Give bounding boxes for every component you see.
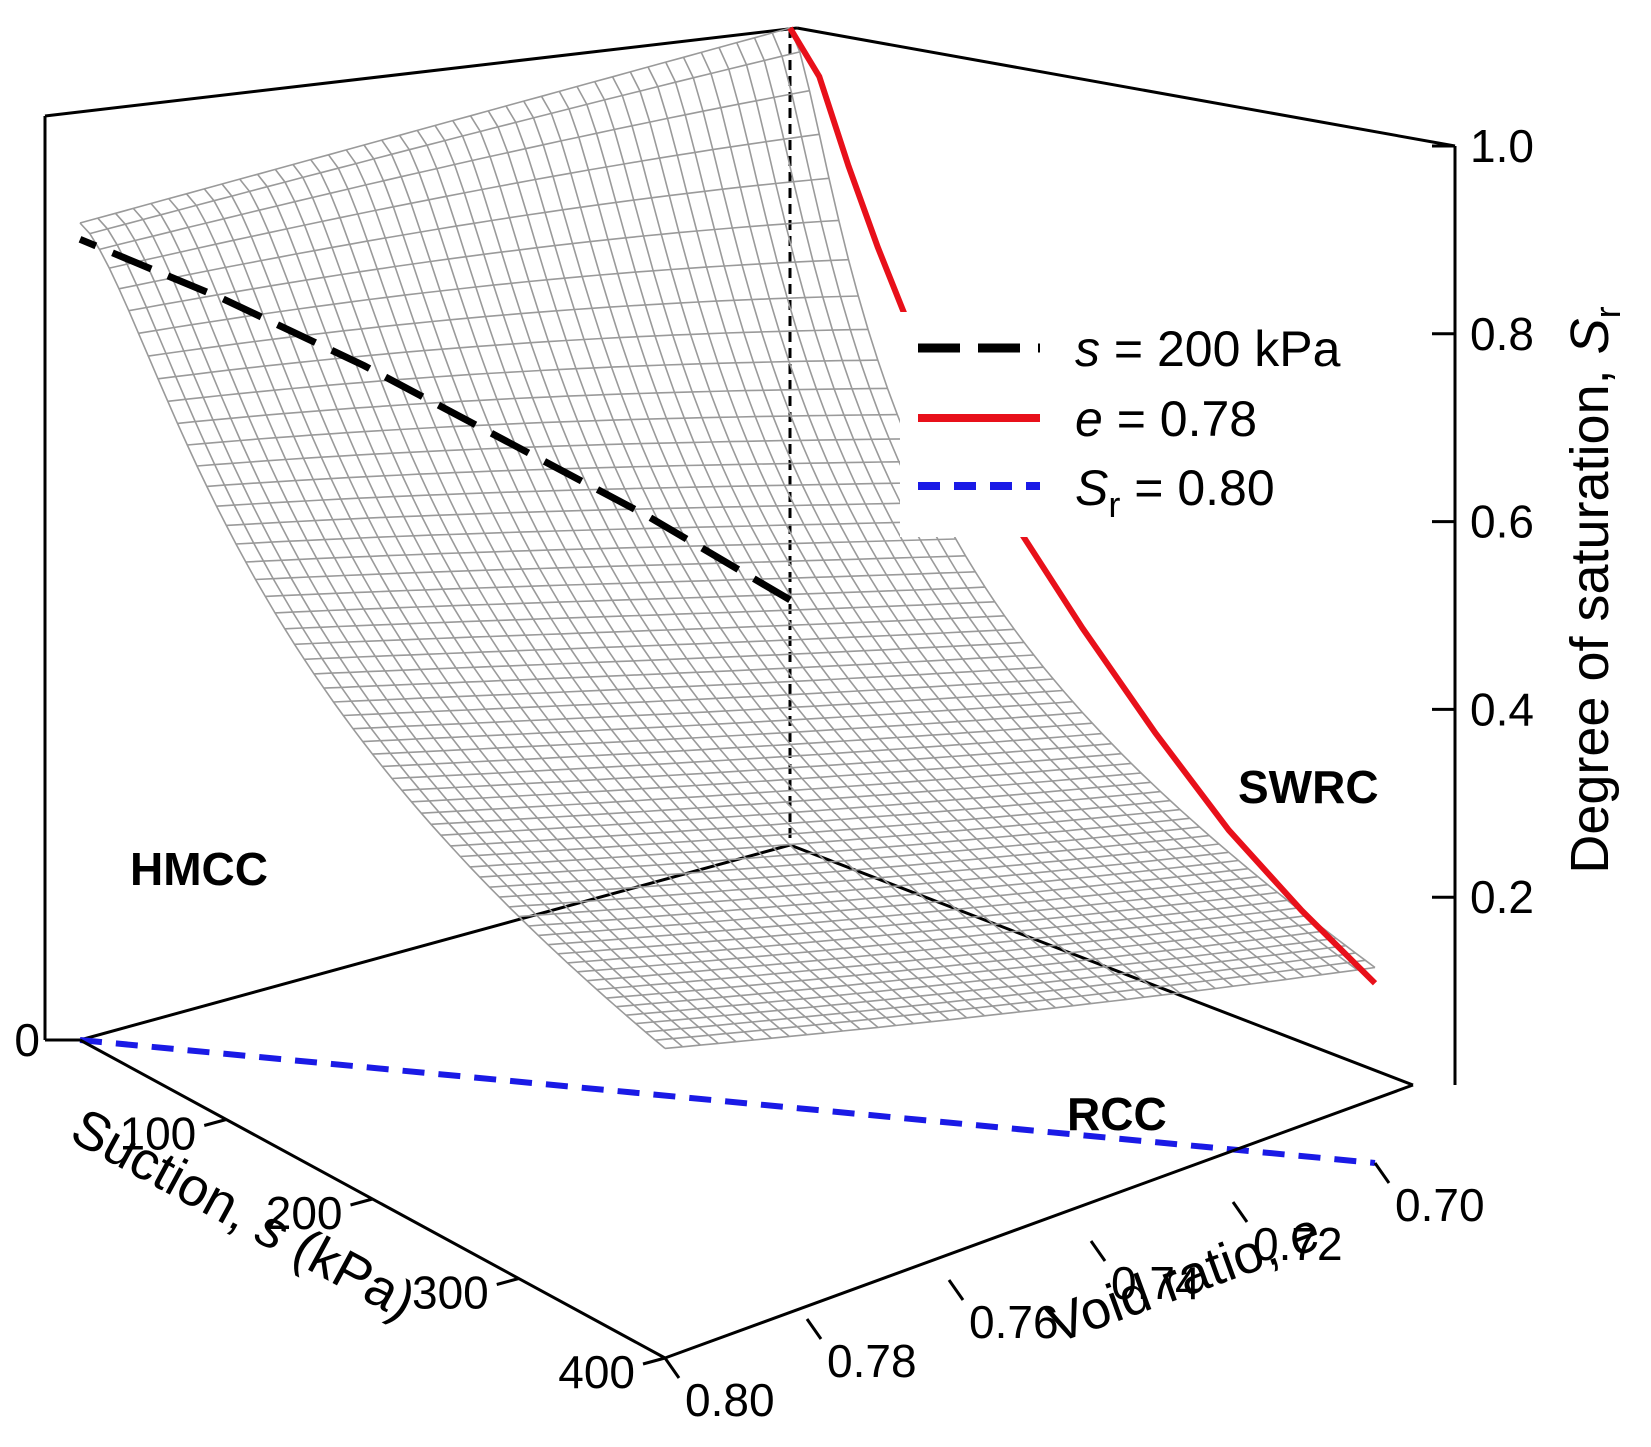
surface-mesh-line-void-ratio <box>398 134 985 1017</box>
void-ratio-tick-label: 0.74 <box>1111 1257 1201 1309</box>
void-ratio-tick-label: 0.72 <box>1253 1218 1343 1270</box>
void-ratio-tick <box>1231 1201 1249 1223</box>
surface-mesh-line-void-ratio <box>593 81 1181 994</box>
surface-mesh-line-void-ratio <box>505 105 1092 1005</box>
suction-tick-label: 100 <box>120 1108 197 1160</box>
surface-mesh-line-void-ratio <box>558 91 1145 998</box>
saturation-tick-label: 1.0 <box>1470 120 1534 172</box>
surface-mesh-line-void-ratio <box>114 212 702 1046</box>
void-ratio-tick-label: 0.80 <box>685 1374 775 1426</box>
surface-mesh-line-void-ratio <box>647 66 1234 987</box>
surface-mesh-line-void-ratio <box>487 110 1074 1007</box>
surface-mesh-line-void-ratio <box>239 178 826 1034</box>
suction-tick-label: 200 <box>266 1187 343 1239</box>
back-left-top-edge <box>44 26 798 118</box>
surface-mesh-line-suction <box>167 359 878 403</box>
legend-label-s200: s = 200 kPa <box>1075 321 1341 377</box>
surface-mesh-line-void-ratio <box>629 71 1216 990</box>
suction-tick <box>203 1118 227 1127</box>
surface-mesh-line-suction <box>138 258 849 335</box>
void-ratio-tick <box>1089 1240 1107 1262</box>
legend-label-sr080: Sr = 0.80 <box>1075 460 1275 525</box>
legend-background <box>900 312 1330 537</box>
saturation-tick-label: 0.2 <box>1470 871 1534 923</box>
region-label-swrc: SWRC <box>1238 761 1379 813</box>
surface-mesh-line-void-ratio <box>576 86 1163 996</box>
surface-mesh-line-void-ratio <box>771 32 1358 971</box>
saturation-tick-label: 0.8 <box>1470 308 1534 360</box>
floor-back-right-edge <box>789 843 1414 1087</box>
surface-mesh-line-void-ratio <box>416 129 1003 1015</box>
void-ratio-tick <box>805 1318 823 1340</box>
surface-mesh-line-void-ratio <box>523 100 1110 1003</box>
surface-mesh-line-void-ratio <box>256 173 844 1032</box>
legend: s = 200 kPa e = 0.78 Sr = 0.80 <box>900 312 1341 537</box>
surface-mesh-line-suction <box>177 387 888 425</box>
suction-tick-label: 300 <box>412 1267 489 1319</box>
surface-mesh-line-void-ratio <box>345 149 932 1023</box>
surface-mesh-line-suction <box>118 177 830 290</box>
surface-mesh-line-void-ratio <box>185 193 773 1039</box>
surface-mesh-line-void-ratio <box>310 159 897 1027</box>
surface-mesh-line-void-ratio <box>611 76 1198 992</box>
surface-mesh-line-void-ratio <box>682 56 1269 983</box>
surface-mesh-line-void-ratio <box>168 198 755 1041</box>
back-right-top-edge <box>796 26 1456 148</box>
surface-mesh <box>79 27 1376 1050</box>
floor-back-left-edge <box>79 843 791 1042</box>
void-ratio-tick <box>663 1357 681 1379</box>
surface-mesh-line-void-ratio <box>79 222 666 1050</box>
void-ratio-tick-label: 0.70 <box>1395 1179 1485 1231</box>
front-frame <box>43 116 1457 1360</box>
suction-tick <box>642 1356 666 1366</box>
surface-mesh-line-void-ratio <box>292 164 879 1029</box>
void-ratio-tick <box>1373 1162 1391 1184</box>
region-label-hmcc: HMCC <box>130 843 268 895</box>
suction-tick-label: 400 <box>558 1346 635 1398</box>
void-ratio-axis-title: Void ratio, e <box>1040 1201 1329 1355</box>
surface-mesh-line-void-ratio <box>327 154 915 1025</box>
surface-mesh-line-void-ratio <box>789 27 1376 969</box>
surface-mesh-line-void-ratio <box>203 188 790 1038</box>
surface-mesh-line-void-ratio <box>221 183 808 1036</box>
surface-mesh-line-void-ratio <box>97 217 684 1048</box>
void-ratio-tick <box>947 1279 965 1301</box>
surface-mesh-line-void-ratio <box>150 202 737 1043</box>
region-label-rcc: RCC <box>1067 1088 1167 1140</box>
series-line-s200 <box>78 236 792 603</box>
surface-mesh-line-void-ratio <box>540 95 1127 1001</box>
saturation-axis-title: Degree of saturation, Sr <box>1560 306 1628 873</box>
void-ratio-tick-label: 0.78 <box>827 1335 917 1387</box>
legend-label-e078: e = 0.78 <box>1075 391 1257 447</box>
surface-mesh-line-void-ratio <box>664 61 1252 985</box>
suction-axis-title: Suction, s (kPa) <box>62 1097 426 1332</box>
surface-mesh-line-suction <box>645 952 1356 1033</box>
surface-mesh-line-void-ratio <box>363 144 950 1021</box>
series-line-sr080 <box>79 1037 1376 1166</box>
surface-mesh-line-void-ratio <box>735 42 1323 976</box>
suction-tick <box>496 1277 520 1286</box>
surface-mesh-line-void-ratio <box>274 168 861 1030</box>
surface-mesh-line-void-ratio <box>469 115 1056 1009</box>
saturation-tick-label: 0.4 <box>1470 683 1534 735</box>
suction-tick-label: 0 <box>14 1014 40 1066</box>
surface-mesh-line-void-ratio <box>132 207 719 1045</box>
void-ratio-tick-label: 0.76 <box>969 1296 1059 1348</box>
suction-tick <box>350 1197 373 1207</box>
surface-mesh-line-void-ratio <box>381 139 968 1019</box>
surface-mesh-line-void-ratio <box>753 37 1340 973</box>
ticks: 0 100 200 300 400 0.70 0.72 0.74 0.76 0.78 0.80 0.2… <box>14 120 1534 1426</box>
surface-mesh-line-void-ratio <box>718 47 1305 978</box>
surface-mesh-line-suction <box>109 133 820 269</box>
surface-mesh-line-void-ratio <box>700 52 1287 981</box>
saturation-tick-label: 0.6 <box>1470 496 1534 548</box>
void-ratio-axis-line <box>664 1083 1414 1360</box>
surface-mesh-line-void-ratio <box>434 125 1021 1013</box>
surface-mesh-line-suction <box>148 295 859 357</box>
surface-mesh-line-suction <box>401 742 1112 792</box>
surface-mesh-line-void-ratio <box>452 120 1039 1011</box>
